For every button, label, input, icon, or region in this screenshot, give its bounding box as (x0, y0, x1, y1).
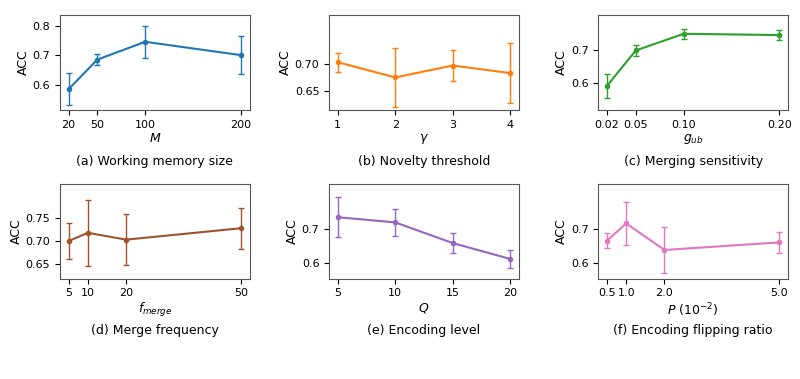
Y-axis label: ACC: ACC (555, 50, 568, 75)
Y-axis label: ACC: ACC (10, 218, 22, 244)
Text: (b) Novelty threshold: (b) Novelty threshold (358, 155, 490, 168)
Y-axis label: ACC: ACC (279, 50, 292, 75)
Text: (e) Encoding level: (e) Encoding level (367, 324, 481, 337)
Text: (d) Merge frequency: (d) Merge frequency (91, 324, 218, 337)
Y-axis label: ACC: ACC (17, 50, 30, 75)
X-axis label: $Q$: $Q$ (418, 301, 430, 315)
X-axis label: $M$: $M$ (149, 132, 161, 146)
X-axis label: $f_{merge}$: $f_{merge}$ (138, 301, 172, 319)
X-axis label: $g_{ub}$: $g_{ub}$ (683, 132, 703, 146)
Text: (a) Working memory size: (a) Working memory size (76, 155, 234, 168)
Y-axis label: ACC: ACC (286, 218, 299, 244)
X-axis label: $\gamma$: $\gamma$ (419, 132, 429, 146)
Text: (c) Merging sensitivity: (c) Merging sensitivity (624, 155, 762, 168)
Y-axis label: ACC: ACC (555, 218, 568, 244)
X-axis label: $P$ ($10^{-2}$): $P$ ($10^{-2}$) (667, 301, 719, 319)
Text: (f) Encoding flipping ratio: (f) Encoding flipping ratio (614, 324, 773, 337)
